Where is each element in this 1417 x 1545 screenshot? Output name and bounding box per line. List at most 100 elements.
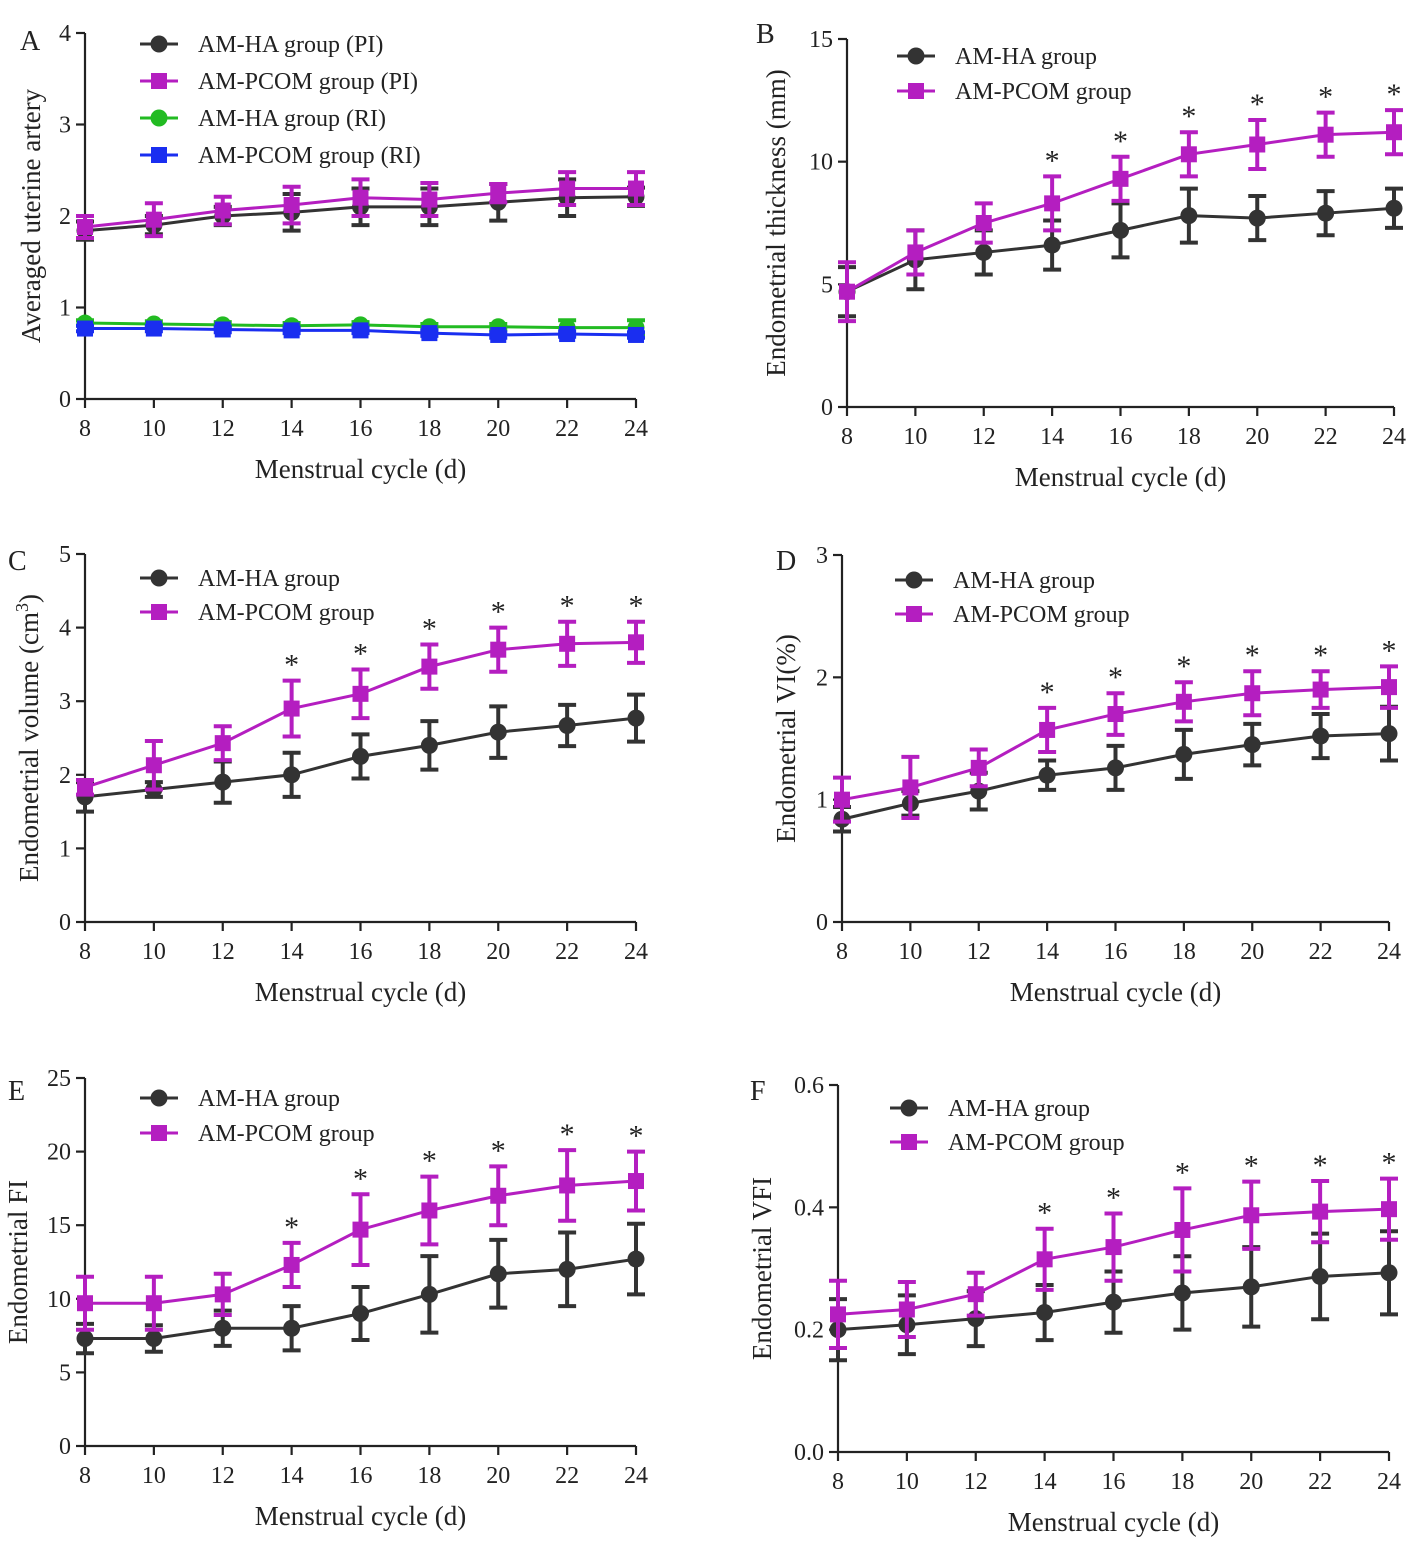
legend-marker — [150, 569, 168, 587]
x-tick-label: 14 — [1033, 1469, 1057, 1495]
data-point — [907, 244, 924, 261]
legend-label: AM-PCOM group — [948, 1130, 1125, 1156]
legend-label: AM-PCOM group — [198, 1121, 375, 1147]
y-tick-label: 15 — [47, 1213, 71, 1239]
data-point — [1385, 199, 1403, 217]
significance-star: * — [1181, 100, 1196, 133]
data-point — [1317, 204, 1335, 222]
panel-letter: B — [756, 19, 775, 50]
series-2 — [76, 1148, 645, 1332]
data-point — [559, 180, 576, 197]
data-point — [1244, 685, 1261, 702]
series-1 — [76, 1221, 645, 1356]
x-tick-label: 22 — [1309, 939, 1333, 965]
data-point — [975, 243, 993, 261]
legend-marker — [151, 1125, 167, 1141]
x-tick-label: 12 — [211, 1463, 235, 1489]
x-tick-label: 18 — [417, 416, 441, 442]
data-point — [558, 1260, 576, 1278]
legend-label: AM-HA group — [953, 568, 1095, 594]
data-point — [489, 1265, 507, 1283]
data-point — [1175, 745, 1193, 763]
x-tick-label: 18 — [1177, 424, 1201, 450]
x-tick-label: 22 — [1314, 424, 1338, 450]
data-point — [970, 759, 987, 776]
data-point — [628, 326, 644, 343]
data-point — [420, 736, 438, 754]
data-point — [975, 215, 992, 231]
data-point — [352, 322, 369, 339]
data-point — [1312, 681, 1329, 698]
legend-marker — [907, 47, 925, 65]
y-tick-label: 5 — [59, 542, 71, 568]
data-point — [1038, 766, 1056, 784]
y-tick-label: 20 — [47, 1140, 71, 1166]
x-tick-label: 12 — [211, 416, 235, 442]
data-point — [627, 709, 645, 727]
data-point — [420, 1285, 438, 1303]
data-point — [902, 779, 919, 796]
y-tick-label: 3 — [59, 689, 71, 715]
y-tick-label: 10 — [809, 150, 833, 176]
x-axis-title: Menstrual cycle (d) — [255, 1501, 466, 1531]
legend-marker — [150, 109, 168, 127]
data-point — [214, 1286, 231, 1303]
x-tick-label: 16 — [1102, 1469, 1126, 1495]
x-tick-label: 10 — [898, 939, 922, 965]
data-point — [352, 189, 369, 206]
x-axis-title: Menstrual cycle (d) — [1010, 977, 1221, 1007]
x-axis-title: Menstrual cycle (d) — [255, 454, 466, 484]
y-axis-title: Endometrial VI(%) — [771, 634, 801, 843]
x-tick-label: 20 — [486, 416, 510, 442]
y-tick-label: 0 — [59, 387, 71, 413]
data-point — [145, 1295, 162, 1312]
x-tick-label: 24 — [1382, 424, 1406, 450]
significance-star: * — [422, 613, 437, 646]
data-point — [1039, 721, 1056, 738]
legend-marker — [906, 606, 922, 622]
legend-label: AM-HA group (RI) — [198, 106, 386, 132]
x-axis-title: Menstrual cycle (d) — [1008, 1507, 1219, 1537]
data-point — [558, 716, 576, 734]
significance-star: * — [1244, 1150, 1259, 1183]
y-tick-label: 5 — [59, 1360, 71, 1386]
data-point — [1386, 124, 1402, 141]
significance-star: * — [1382, 634, 1397, 667]
x-tick-label: 24 — [1377, 1469, 1401, 1495]
data-point — [830, 1306, 846, 1323]
data-point — [1044, 195, 1061, 212]
x-tick-label: 12 — [964, 1469, 988, 1495]
legend: AM-HA group AM-PCOM group — [895, 568, 1130, 628]
significance-star: * — [491, 596, 506, 629]
data-point — [839, 283, 855, 300]
legend-marker — [905, 571, 923, 589]
y-tick-label: 2 — [59, 204, 71, 230]
x-tick-label: 24 — [624, 416, 648, 442]
data-point — [834, 791, 850, 808]
legend-label: AM-PCOM group (PI) — [198, 69, 418, 95]
data-point — [1043, 236, 1061, 254]
x-tick-label: 16 — [1109, 424, 1133, 450]
y-tick-label: 0.2 — [794, 1318, 824, 1344]
significance-star: * — [1176, 650, 1191, 683]
x-tick-label: 22 — [555, 939, 579, 965]
data-point — [967, 1286, 984, 1303]
panel-letter: A — [20, 26, 41, 57]
y-tick-label: 4 — [59, 21, 71, 47]
x-tick-label: 10 — [142, 416, 166, 442]
x-tick-label: 16 — [1104, 939, 1128, 965]
legend-label: AM-PCOM group — [198, 600, 375, 626]
data-point — [1180, 207, 1198, 225]
x-tick-label: 20 — [486, 939, 510, 965]
x-tick-label: 16 — [349, 1463, 373, 1489]
x-tick-label: 24 — [1377, 939, 1401, 965]
data-point — [1107, 706, 1124, 723]
data-point — [214, 321, 231, 338]
panel-letter: C — [8, 546, 27, 577]
data-point — [283, 766, 301, 784]
data-point — [1380, 725, 1398, 743]
data-point — [1180, 146, 1197, 163]
data-point — [490, 185, 507, 202]
x-tick-label: 8 — [79, 416, 91, 442]
